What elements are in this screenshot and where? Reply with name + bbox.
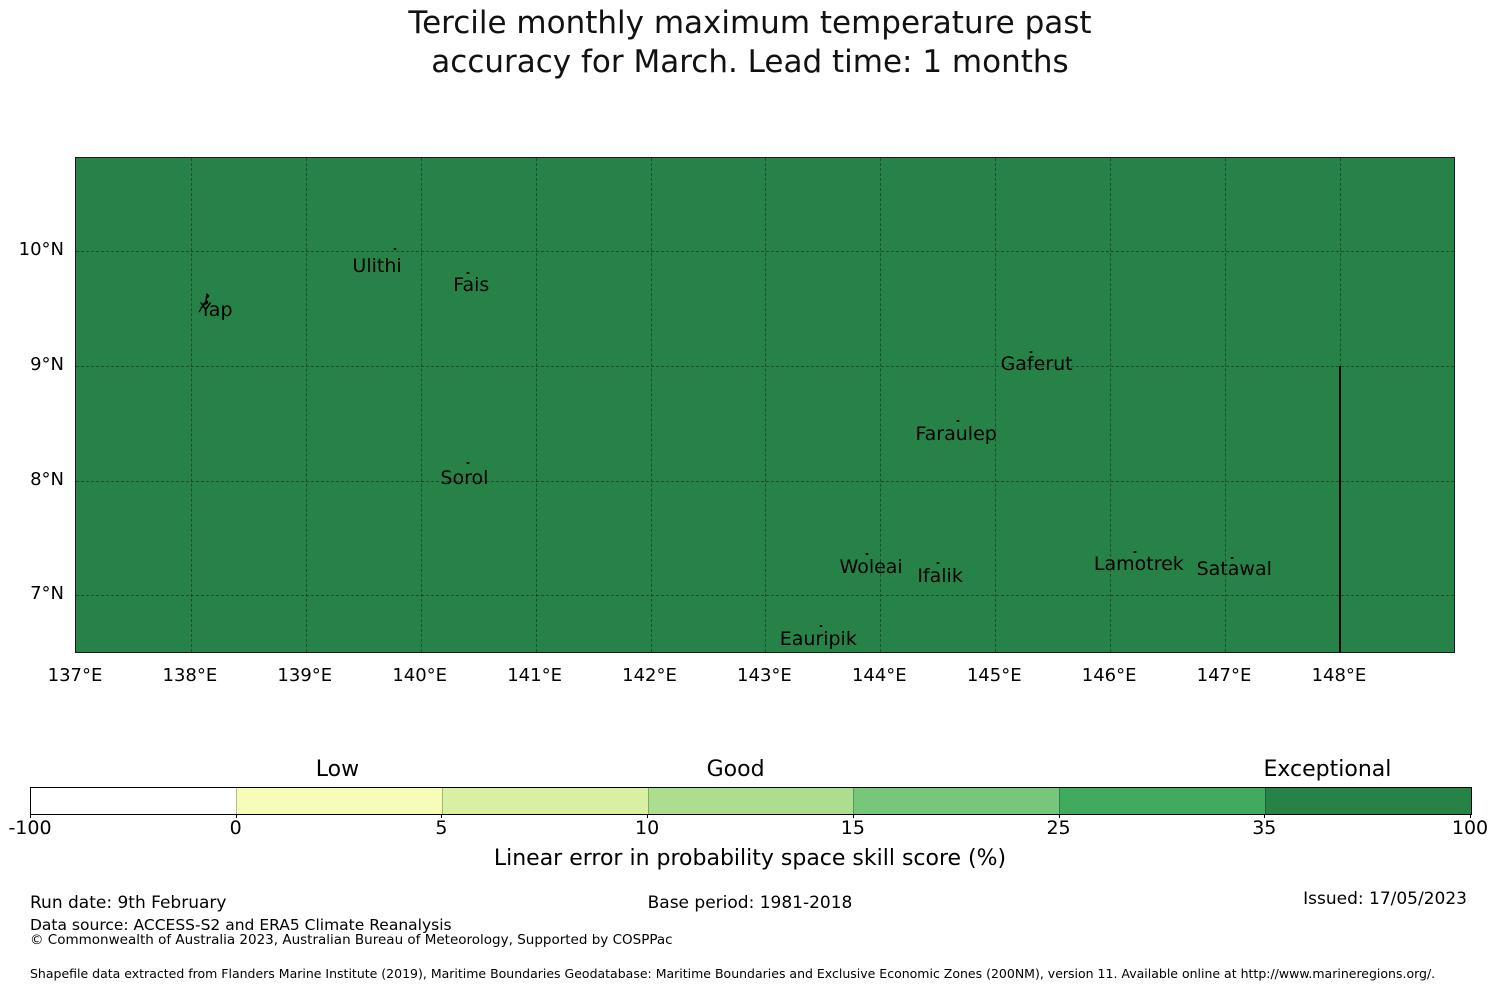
place-marker xyxy=(936,562,940,565)
place-marker xyxy=(819,625,823,628)
place-marker xyxy=(1029,351,1033,354)
gridline-parallel xyxy=(76,480,1454,482)
colorbar-tick-label: 5 xyxy=(435,817,448,839)
y-tick-label: 7°N xyxy=(30,583,64,605)
y-tick-label: 8°N xyxy=(30,468,64,490)
place-marker xyxy=(1230,556,1234,559)
colorbar-tick xyxy=(235,814,237,818)
colorbar-axis-label: Linear error in probability space skill … xyxy=(493,846,1007,871)
gridline-meridian xyxy=(420,158,422,652)
base-period-text: Base period: 1981-2018 xyxy=(647,893,853,913)
x-tick-label: 145°E xyxy=(966,665,1022,686)
place-marker xyxy=(1133,550,1137,553)
x-tick-label: 147°E xyxy=(1196,665,1252,686)
colorbar-tick xyxy=(1470,814,1471,818)
x-tick-label: 141°E xyxy=(507,665,562,686)
colorbar-segment xyxy=(1059,788,1266,814)
x-tick-label: 139°E xyxy=(277,665,333,686)
figure-title-line1: Tercile monthly maximum temperature past xyxy=(408,5,1092,41)
eez-boundary-line xyxy=(1338,365,1341,652)
gridline-meridian xyxy=(535,158,537,652)
place-marker xyxy=(393,247,397,250)
place-label: Sorol xyxy=(440,467,489,490)
place-marker xyxy=(865,553,869,556)
place-label: Satawal xyxy=(1196,558,1272,581)
shapefile-note-text: Shapefile data extracted from Flanders M… xyxy=(30,966,1436,981)
colorbar-tick xyxy=(1264,814,1266,818)
gridline-meridian xyxy=(1225,158,1227,652)
colorbar-tick-label: 25 xyxy=(1046,817,1071,839)
colorbar-segment xyxy=(647,788,854,814)
x-tick-label: 146°E xyxy=(1081,665,1137,686)
colorbar-tick-label: 0 xyxy=(229,817,242,839)
gridline-meridian xyxy=(880,158,882,652)
place-label: Ifalik xyxy=(917,564,963,587)
place-label: Woleai xyxy=(839,555,903,578)
y-tick-label: 9°N xyxy=(30,353,64,375)
place-label: Eauripik xyxy=(779,628,857,651)
colorbar-tick xyxy=(1058,814,1060,818)
colorbar-tick xyxy=(852,814,854,818)
data-source-text: Data source: ACCESS-S2 and ERA5 Climate … xyxy=(30,916,452,934)
place-label: Gaferut xyxy=(1000,352,1073,375)
gridline-meridian xyxy=(995,158,997,652)
x-tick-label: 148°E xyxy=(1311,665,1367,686)
colorbar-tick xyxy=(30,814,31,818)
colorbar-segment xyxy=(235,788,442,814)
colorbar-segment xyxy=(853,788,1060,814)
place-label: Fais xyxy=(453,274,490,297)
colorbar-category-label: Low xyxy=(315,757,360,782)
gridline-meridian xyxy=(190,158,192,652)
gridline-meridian xyxy=(1110,158,1112,652)
colorbar-tick xyxy=(441,814,443,818)
x-tick-label: 137°E xyxy=(47,665,103,686)
figure-title-line2: accuracy for March. Lead time: 1 months xyxy=(431,44,1069,80)
colorbar-segment xyxy=(31,788,236,814)
gridline-parallel xyxy=(76,251,1454,252)
run-date-text: Run date: 9th February xyxy=(30,893,227,913)
colorbar-tick-label: 35 xyxy=(1252,817,1277,839)
gridline-meridian xyxy=(305,158,307,652)
x-tick-label: 143°E xyxy=(737,665,792,686)
place-label: Ulithi xyxy=(352,254,402,277)
issued-date-text: Issued: 17/05/2023 xyxy=(1303,889,1467,909)
x-tick-label: 138°E xyxy=(162,665,218,686)
x-tick-label: 140°E xyxy=(392,665,448,686)
gridline-meridian xyxy=(650,158,652,652)
gridline-meridian xyxy=(765,158,767,652)
place-marker xyxy=(956,419,960,422)
y-tick-label: 10°N xyxy=(18,239,64,260)
place-label: Yap xyxy=(199,298,233,321)
colorbar-segment xyxy=(441,788,648,814)
colorbar-category-label: Exceptional xyxy=(1263,757,1392,782)
colorbar-tick-label: 10 xyxy=(635,817,660,839)
x-tick-label: 144°E xyxy=(851,665,907,686)
x-tick-label: 142°E xyxy=(622,665,677,686)
copyright-text: © Commonwealth of Australia 2023, Austra… xyxy=(30,932,673,948)
colorbar-segment xyxy=(1265,788,1472,814)
colorbar xyxy=(30,787,1472,815)
place-label: Lamotrek xyxy=(1093,553,1184,576)
place-marker xyxy=(466,271,470,274)
colorbar-category-label: Good xyxy=(706,757,765,782)
gridline-parallel xyxy=(76,365,1454,367)
figure-title: Tercile monthly maximum temperature past… xyxy=(0,4,1500,82)
place-label: Faraulep xyxy=(915,422,997,445)
colorbar-tick-label: 100 xyxy=(1451,817,1489,839)
map-canvas: Yap Ulithi Fais Sorol Gaferut Faraulep Woleai I… xyxy=(75,157,1455,653)
colorbar-tick-label: 15 xyxy=(840,817,865,839)
yap-island-shape xyxy=(198,292,210,312)
gridline-parallel xyxy=(76,595,1454,597)
colorbar-tick xyxy=(647,814,649,818)
colorbar-tick-label: -100 xyxy=(8,817,52,839)
place-marker xyxy=(466,462,470,465)
